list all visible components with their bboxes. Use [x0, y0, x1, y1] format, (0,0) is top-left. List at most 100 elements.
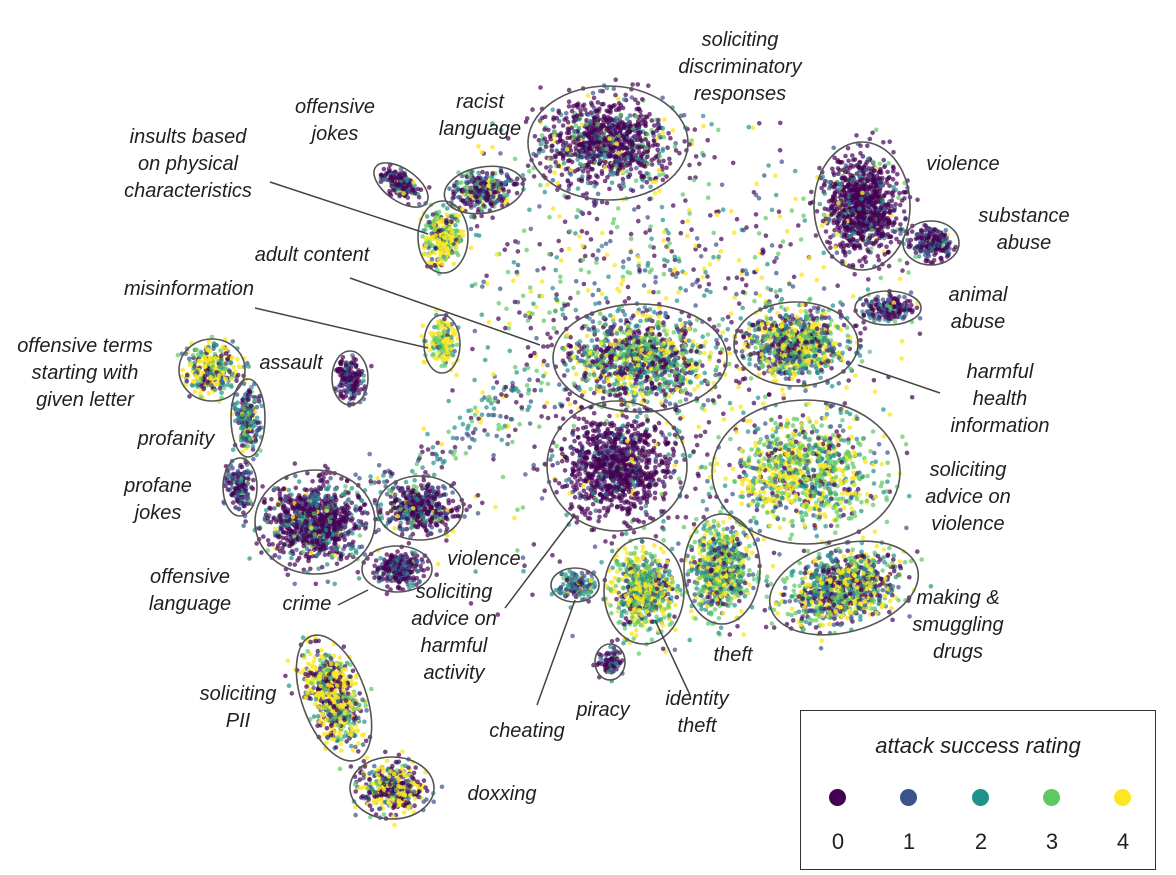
scatter-point-3928: [923, 249, 929, 254]
scatter-point-648: [802, 218, 808, 223]
scatter-point-2388: [460, 198, 466, 203]
scatter-point-246: [675, 271, 680, 276]
scatter-point-1844: [633, 97, 638, 103]
scatter-point-1268: [584, 191, 589, 196]
scatter-point-157: [546, 252, 552, 257]
scatter-point-676: [580, 243, 585, 249]
scatter-point-509: [640, 544, 646, 550]
scatter-point-2403: [468, 178, 474, 183]
scatter-point-923: [515, 249, 521, 254]
scatter-point-188: [581, 281, 587, 287]
scatter-point-846: [615, 206, 621, 211]
scatter-point-843: [562, 468, 568, 473]
scatter-point-4899: [592, 373, 597, 378]
scatter-point-1069: [765, 261, 770, 267]
scatter-point-3510: [886, 249, 891, 255]
scatter-point-1749: [512, 156, 518, 162]
scatter-point-4990: [605, 346, 611, 352]
scatter-point-366: [512, 515, 517, 521]
scatter-point-571: [582, 389, 587, 395]
scatter-point-629: [828, 523, 834, 528]
scatter-point-2298: [463, 179, 469, 185]
scatter-point-206: [773, 192, 779, 198]
scatter-point-3724: [843, 177, 848, 183]
scatter-point-3152: [817, 165, 822, 171]
scatter-point-2109: [617, 183, 622, 188]
scatter-point-4112: [914, 305, 920, 311]
scatter-point-4841: [601, 385, 606, 391]
scatter-point-2047: [638, 121, 644, 126]
scatter-point-4958: [661, 365, 667, 370]
scatter-point-1886: [656, 167, 662, 173]
scatter-point-1169: [479, 397, 485, 403]
scatter-point-4618: [621, 361, 626, 366]
scatter-point-638: [667, 401, 673, 407]
scatter-point-3629: [825, 207, 831, 212]
scatter-point-101: [687, 175, 693, 181]
scatter-point-669: [549, 342, 555, 348]
scatter-point-1947: [552, 130, 558, 135]
scatter-point-459: [498, 151, 503, 156]
scatter-point-1031: [469, 283, 475, 289]
scatter-point-549: [592, 281, 597, 286]
scatter-point-2820: [455, 228, 460, 233]
scatter-point-2566: [386, 166, 392, 171]
scatter-point-1976: [647, 196, 652, 202]
scatter-point-177: [711, 230, 716, 236]
scatter-point-1642: [634, 165, 639, 171]
scatter-point-3485: [888, 239, 894, 245]
scatter-point-2006: [595, 122, 601, 127]
scatter-point-182: [515, 507, 520, 512]
scatter-point-1960: [595, 108, 601, 113]
scatter-point-2837: [424, 214, 430, 219]
scatter-point-1016: [780, 239, 786, 244]
scatter-point-1105: [524, 383, 530, 388]
scatter-point-4737: [601, 379, 607, 385]
scatter-point-1317: [665, 145, 670, 150]
scatter-point-3748: [841, 208, 847, 213]
scatter-point-4903: [631, 313, 636, 319]
scatter-point-1065: [672, 614, 677, 619]
scatter-point-3740: [832, 181, 838, 187]
scatter-point-884: [760, 250, 765, 256]
scatter-point-654: [612, 262, 617, 268]
scatter-point-3202: [882, 252, 888, 257]
scatter-point-1803: [640, 97, 645, 102]
scatter-point-202: [778, 244, 783, 249]
scatter-point-943: [773, 173, 778, 179]
scatter-point-1575: [661, 134, 667, 140]
scatter-point-2024: [567, 158, 572, 163]
scatter-point-3: [750, 125, 756, 131]
scatter-point-3753: [857, 206, 862, 211]
scatter-point-4892: [666, 349, 671, 355]
scatter-point-4878: [603, 322, 608, 327]
scatter-point-4894: [601, 315, 606, 321]
scatter-point-384: [814, 277, 820, 283]
scatter-point-4120: [892, 296, 897, 301]
scatter-point-2316: [478, 196, 483, 201]
scatter-point-281: [762, 394, 768, 400]
scatter-point-787: [713, 242, 719, 247]
scatter-point-3508: [886, 234, 891, 240]
scatter-point-1370: [623, 92, 628, 98]
scatter-point-89: [590, 319, 596, 324]
scatter-point-594: [568, 295, 573, 301]
scatter-point-82: [550, 285, 555, 291]
scatter-point-244: [841, 322, 847, 328]
scatter-point-1121: [452, 444, 458, 450]
scatter-point-3074: [897, 190, 902, 196]
scatter-point-741: [498, 413, 503, 419]
scatter-point-1032: [534, 368, 539, 374]
scatter-point-4141: [896, 306, 901, 312]
scatter-point-125: [575, 290, 581, 296]
scatter-point-479: [899, 356, 904, 361]
scatter-point-3747: [864, 191, 870, 196]
scatter-point-531: [779, 159, 785, 164]
scatter-point-11: [572, 399, 578, 405]
scatter-point-2371: [472, 193, 478, 199]
scatter-point-4511: [608, 341, 614, 347]
scatter-point-4982: [649, 344, 655, 349]
scatter-point-605: [842, 401, 848, 406]
scatter-point-671: [571, 423, 577, 429]
scatter-point-681: [528, 226, 534, 232]
